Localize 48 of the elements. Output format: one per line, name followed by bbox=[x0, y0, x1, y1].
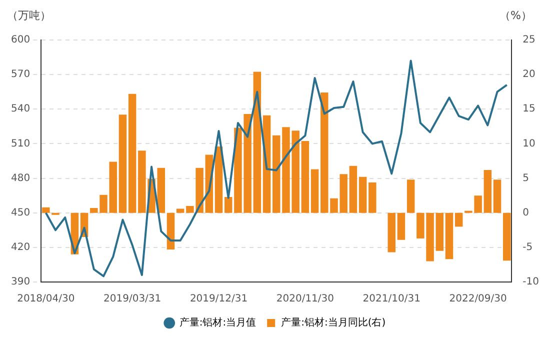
bar bbox=[397, 212, 406, 240]
bar bbox=[445, 212, 454, 260]
bar bbox=[214, 146, 223, 213]
y-tick-label: 480 bbox=[10, 172, 30, 184]
y2-tick-label: 10 bbox=[522, 138, 536, 150]
y2-axis-title: （%） bbox=[499, 8, 532, 22]
x-tick-label: 2020/11/30 bbox=[276, 294, 334, 305]
y2-tick-label: -5 bbox=[522, 242, 533, 254]
x-tick-label: 2019/12/31 bbox=[190, 294, 248, 305]
bar bbox=[493, 180, 502, 213]
bar bbox=[358, 176, 367, 213]
y-tick-label: 510 bbox=[10, 138, 30, 150]
bar bbox=[436, 212, 444, 251]
bar bbox=[310, 169, 319, 213]
bar bbox=[157, 168, 166, 213]
x-tick-label: 2021/10/31 bbox=[362, 294, 420, 305]
bar bbox=[224, 196, 232, 213]
y2-tick-label: 20 bbox=[522, 69, 536, 80]
y-tick-label: 570 bbox=[10, 69, 30, 80]
y-tick-label: 390 bbox=[10, 276, 30, 288]
bar bbox=[166, 212, 175, 250]
bar bbox=[118, 114, 127, 213]
bar bbox=[388, 212, 396, 252]
x-tick-label: 2018/04/30 bbox=[17, 294, 75, 305]
y2-tick-label: -10 bbox=[522, 276, 540, 288]
bar bbox=[349, 166, 358, 213]
y2-tick-label: 15 bbox=[522, 104, 536, 115]
y-tick-label: 540 bbox=[10, 104, 30, 115]
y2-tick-label: 0 bbox=[522, 207, 530, 218]
y-tick-label: 420 bbox=[10, 242, 30, 254]
bar bbox=[484, 170, 492, 213]
y2-tick-label: 25 bbox=[522, 34, 536, 46]
bar bbox=[368, 182, 376, 213]
x-tick-label: 2019/03/31 bbox=[104, 294, 162, 305]
bar bbox=[42, 207, 50, 213]
y-tick-label: 600 bbox=[10, 34, 30, 46]
y-axis-title: （万吨） bbox=[7, 8, 52, 22]
y-tick-label: 450 bbox=[10, 207, 30, 218]
legend-label: 产量:铝材:当月值 bbox=[179, 316, 256, 329]
y2-tick-label: 5 bbox=[522, 172, 530, 184]
bar bbox=[301, 140, 310, 213]
bar bbox=[406, 180, 415, 213]
bar bbox=[176, 208, 184, 213]
x-tick-label: 2022/09/30 bbox=[449, 294, 507, 305]
bar bbox=[128, 94, 136, 213]
bar bbox=[454, 212, 463, 227]
bar bbox=[502, 212, 511, 261]
legend-label: 产量:铝材:当月同比(右) bbox=[281, 316, 386, 329]
